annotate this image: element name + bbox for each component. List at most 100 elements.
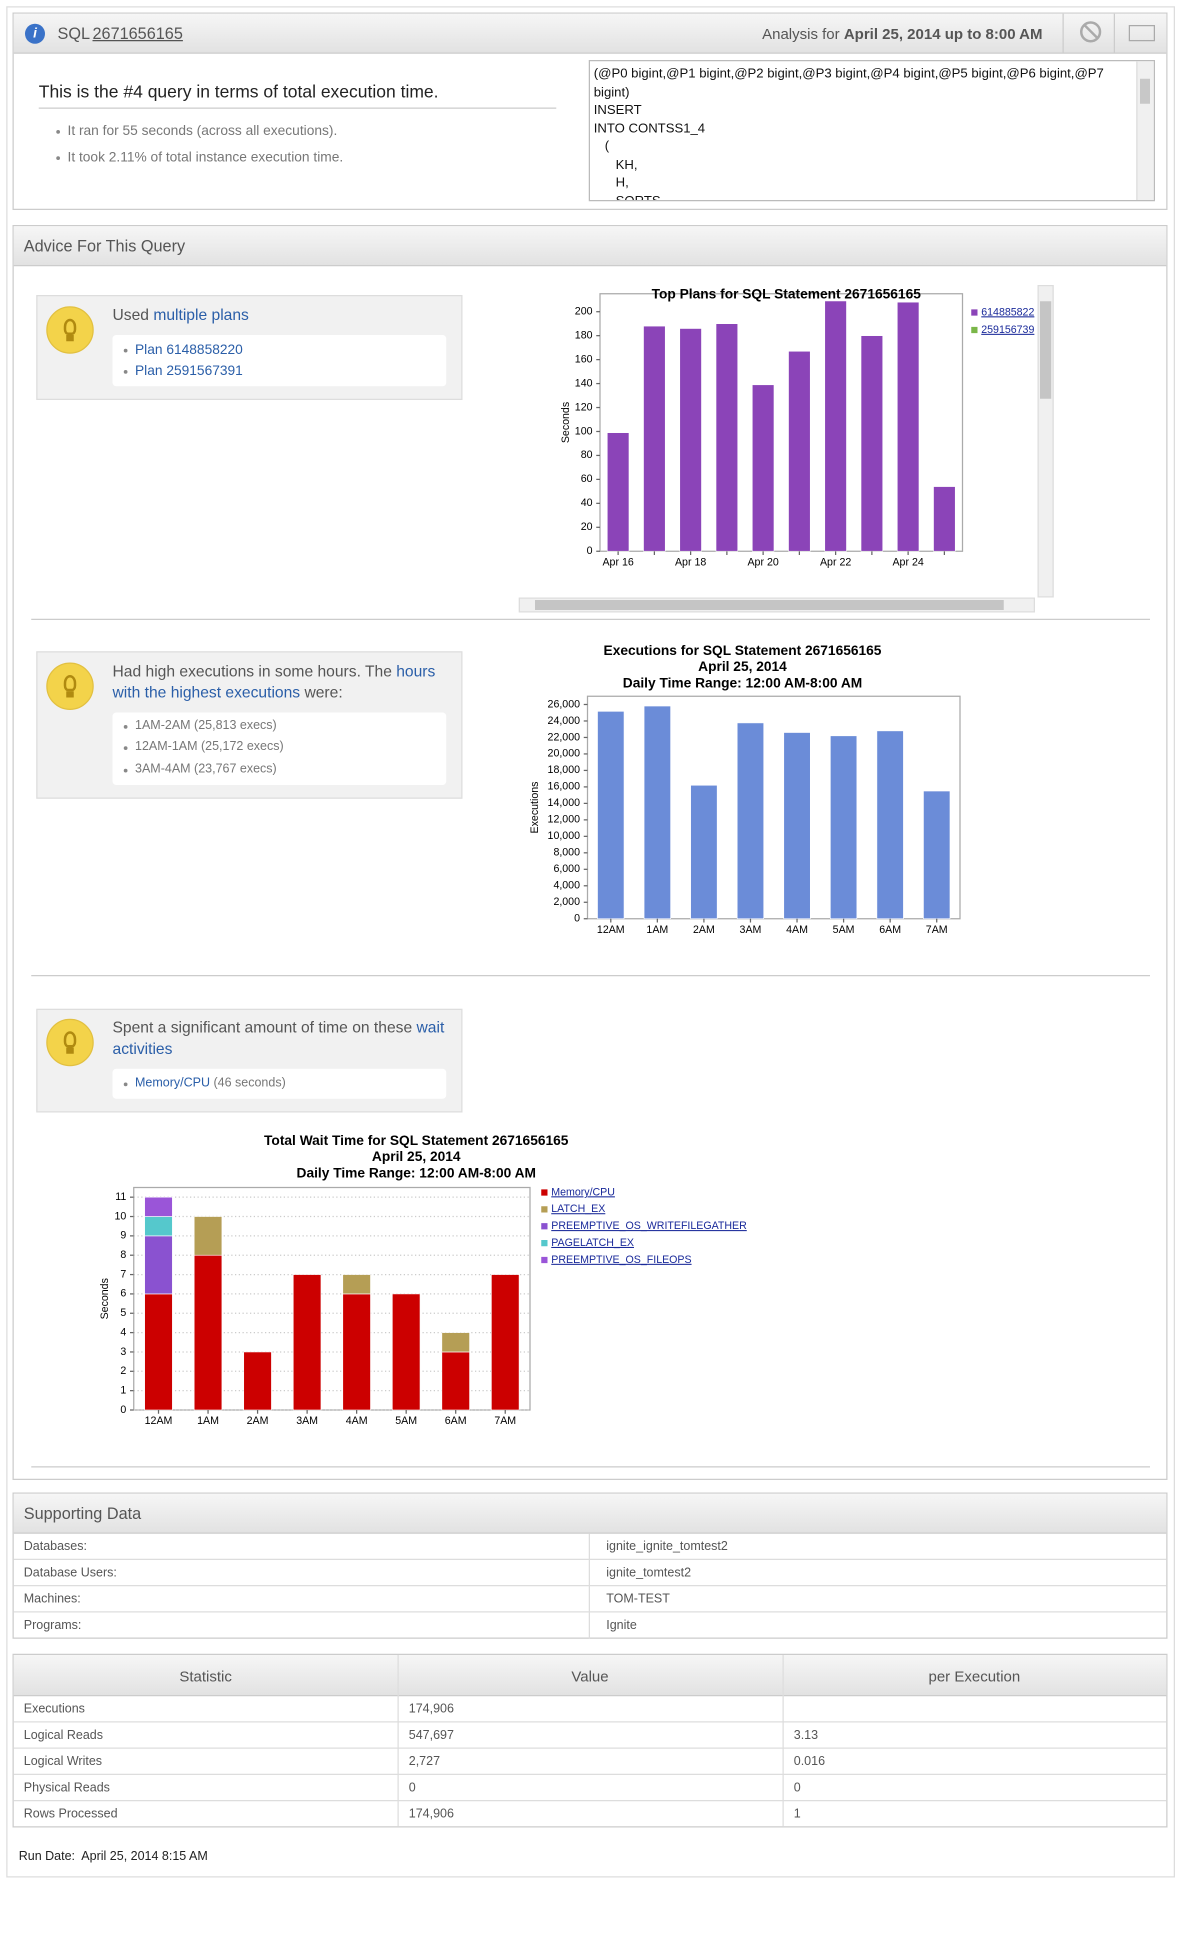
hour-item: 1AM-2AM (25,813 execs): [123, 718, 277, 733]
bulb-icon: [46, 306, 94, 354]
legend-swatch: [541, 1240, 548, 1247]
legend-label[interactable]: PREEMPTIVE_OS_FILEOPS: [551, 1254, 691, 1266]
bar: [193, 1254, 223, 1411]
bar: [643, 705, 671, 920]
analysis-prefix: Analysis for: [762, 25, 840, 43]
bar: [342, 1274, 371, 1295]
sql-id-link[interactable]: 2671656165: [92, 23, 183, 43]
y-axis-label: Executions: [529, 782, 541, 834]
link[interactable]: hours with the highest executions: [112, 662, 436, 702]
legend-label[interactable]: 259156739: [981, 324, 1034, 336]
statistic: Physical Reads: [23, 1781, 110, 1795]
separator: [31, 975, 1150, 977]
query-header: i SQL 2671656165 Analysis for April 25, …: [13, 13, 1167, 54]
statistics-table: Statistic Value per Execution Executions…: [12, 1653, 1168, 1828]
value: TOM-TEST: [606, 1592, 670, 1607]
label: Database Users:: [23, 1566, 117, 1580]
advice-text: Spent a significant amount of time on th…: [113, 1018, 457, 1061]
statistic: Rows Processed: [23, 1807, 118, 1822]
label: Machines:: [23, 1592, 81, 1607]
y-tick-label: 4: [120, 1326, 126, 1338]
sql-text-box[interactable]: (@P0 bigint,@P1 bigint,@P2 bigint,@P3 bi…: [588, 60, 1155, 202]
run-date: Run Date: April 25, 2014 8:15 AM: [19, 1850, 208, 1864]
label: Programs:: [23, 1618, 82, 1633]
y-tick-label: 24,000: [548, 715, 581, 727]
y-tick-label: 20,000: [548, 748, 581, 760]
column-header: per Execution: [928, 1667, 1021, 1686]
y-tick-label: 10,000: [548, 830, 581, 842]
x-tick-label: 7AM: [926, 924, 948, 936]
support-row: Database Users: ignite_tomtest2: [13, 1560, 1167, 1587]
value: ignite_tomtest2: [606, 1566, 692, 1580]
x-tick-label: Apr 22: [820, 556, 851, 568]
y-tick-label: 100: [575, 425, 593, 437]
advice-list: [112, 335, 447, 387]
bar: [193, 1216, 223, 1256]
statistic-row: Physical Reads 0 0: [13, 1775, 1167, 1802]
text: were:: [300, 683, 343, 702]
sql-text: (@P0 bigint,@P1 bigint,@P2 bigint,@P3 bi…: [593, 66, 1104, 202]
wait-link[interactable]: Memory/CPU: [135, 1076, 211, 1090]
bar: [830, 735, 858, 920]
bar: [597, 711, 625, 920]
column-divider: [397, 1655, 399, 1827]
value: 174,906: [408, 1702, 454, 1717]
legend-swatch: [541, 1189, 548, 1196]
x-tick-label: 3AM: [740, 924, 762, 936]
scrollbar[interactable]: [1136, 61, 1154, 200]
y-tick-label: 9: [120, 1230, 126, 1242]
column-header: Value: [571, 1667, 609, 1686]
legend-swatch: [541, 1223, 548, 1230]
x-tick-label: 12AM: [145, 1415, 173, 1427]
link[interactable]: wait activities: [112, 1018, 445, 1058]
legend-label[interactable]: 614885822: [981, 306, 1034, 318]
y-tick-label: 60: [581, 473, 593, 485]
legend-label[interactable]: PAGELATCH_EX: [551, 1237, 634, 1249]
x-tick-label: 5AM: [833, 924, 855, 936]
wait-seconds: (46 seconds): [210, 1076, 286, 1090]
bar: [144, 1196, 173, 1217]
y-tick-label: 0: [120, 1404, 126, 1416]
hour-item: 12AM-1AM (25,172 execs): [123, 740, 284, 754]
y-tick-label: 16,000: [548, 781, 581, 793]
x-tick-label: 2AM: [693, 924, 715, 936]
per-execution: 0: [793, 1781, 801, 1795]
text: Used: [112, 306, 154, 324]
y-tick-label: 11: [115, 1191, 126, 1203]
bar: [144, 1235, 173, 1295]
y-tick-label: 40: [581, 497, 593, 509]
plan-link[interactable]: Plan 2591567391: [123, 363, 243, 379]
y-tick-label: 18,000: [548, 764, 581, 776]
bar: [441, 1332, 470, 1353]
v-scrollbar[interactable]: [1037, 285, 1054, 598]
label: Databases:: [23, 1540, 87, 1554]
chart-subtitle: April 25, 2014: [372, 1149, 461, 1164]
bar: [783, 732, 811, 920]
legend-label[interactable]: PREEMPTIVE_OS_WRITEFILEGATHER: [551, 1220, 747, 1232]
x-tick-label: 1AM: [197, 1415, 219, 1427]
advice-text: Used multiple plans: [113, 305, 457, 326]
ignore-button[interactable]: [1080, 21, 1102, 43]
analysis-range: Analysis for April 25, 2014 up to 8:00 A…: [762, 14, 1042, 54]
x-tick-label: 4AM: [786, 924, 808, 936]
analysis-date: April 25, 2014 up to 8:00 AM: [843, 25, 1043, 43]
plot-area: [133, 1186, 531, 1411]
separator: [31, 1466, 1150, 1468]
email-button[interactable]: [1128, 25, 1155, 42]
legend-label[interactable]: LATCH_EX: [551, 1203, 605, 1215]
y-tick-label: 200: [575, 306, 593, 318]
text: Spent a significant amount of time on th…: [112, 1018, 417, 1037]
link[interactable]: multiple plans: [153, 306, 249, 324]
query-panel: i SQL 2671656165 Analysis for April 25, …: [12, 12, 1168, 210]
plan-link[interactable]: Plan 6148858220: [123, 342, 243, 358]
y-tick-label: 5: [120, 1307, 126, 1319]
legend-label[interactable]: Memory/CPU: [551, 1186, 615, 1198]
advice-text: Had high executions in some hours. The h…: [113, 661, 457, 704]
chart-title: Top Plans for SQL Statement 2671656165: [652, 287, 922, 302]
support-row: Programs: Ignite: [14, 1613, 1167, 1639]
advice-header: Advice For This Query: [13, 226, 1167, 267]
h-scrollbar[interactable]: [518, 597, 1035, 613]
